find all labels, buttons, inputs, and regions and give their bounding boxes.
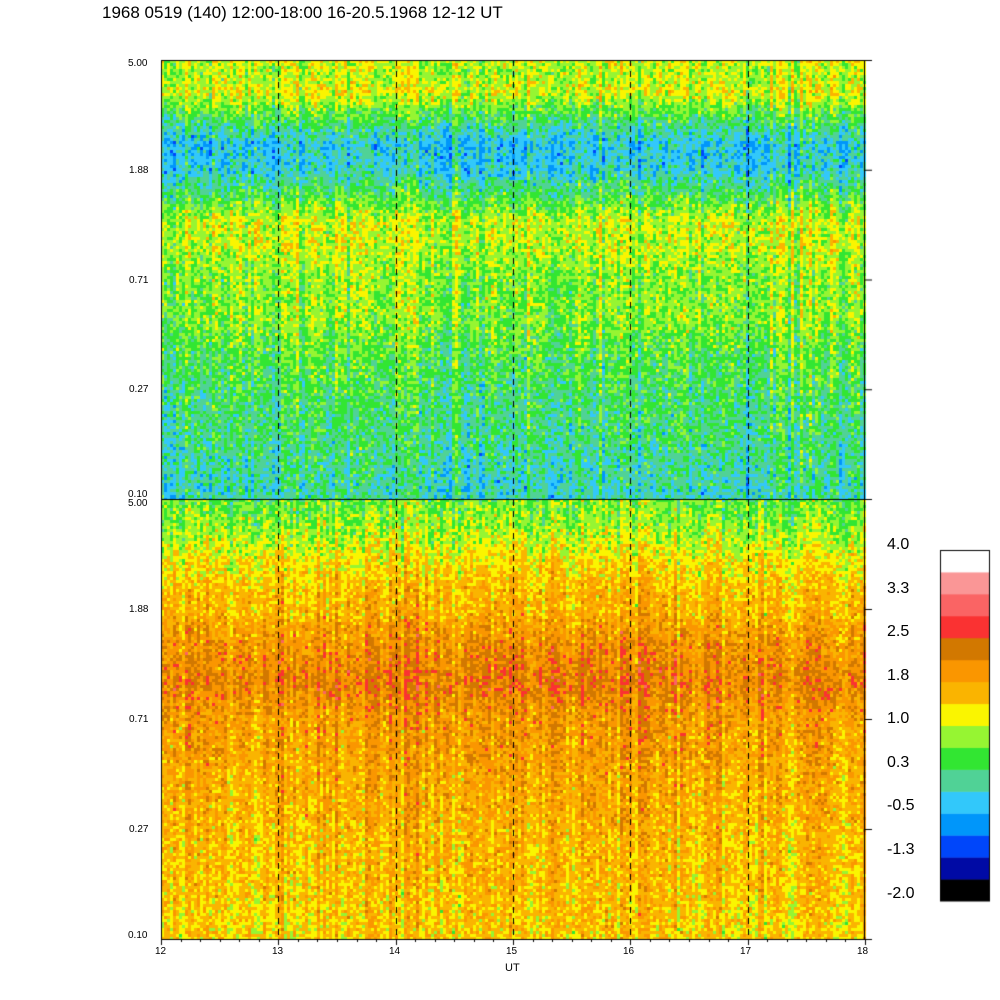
y-tick-label: 1.88 bbox=[129, 165, 149, 176]
colorbar-label: 2.5 bbox=[887, 623, 910, 640]
colorbar-label: 3.3 bbox=[887, 580, 910, 597]
y-tick-label: 1.88 bbox=[129, 604, 149, 615]
y-tick-label: 0.27 bbox=[129, 824, 149, 835]
colorbar-label: 1.0 bbox=[887, 710, 910, 727]
x-tick-label: 17 bbox=[740, 946, 752, 957]
colorbar-label: 0.3 bbox=[887, 754, 910, 771]
x-tick-label: 15 bbox=[506, 946, 518, 957]
y-tick-label: 0.71 bbox=[129, 275, 149, 286]
y-tick-label: 0.10 bbox=[128, 930, 148, 941]
x-tick-label: 12 bbox=[155, 946, 167, 957]
colorbar-label: -1.3 bbox=[887, 841, 915, 858]
x-axis-label: UT bbox=[505, 962, 520, 974]
y-tick-label: 0.71 bbox=[129, 714, 149, 725]
y-tick-label: 0.27 bbox=[129, 384, 149, 395]
y-tick-label: 5.00 bbox=[128, 58, 148, 69]
y-tick-label: 0.10 bbox=[128, 489, 148, 500]
chart-title: 1968 0519 (140) 12:00-18:00 16-20.5.1968… bbox=[102, 3, 503, 22]
x-tick-label: 14 bbox=[389, 946, 401, 957]
x-tick-label: 13 bbox=[272, 946, 284, 957]
x-tick-label: 18 bbox=[857, 946, 869, 957]
colorbar-label: 4.0 bbox=[887, 536, 910, 553]
colorbar-label: -0.5 bbox=[887, 797, 915, 814]
colorbar-label: 1.8 bbox=[887, 667, 910, 684]
y-tick-label: 5.00 bbox=[128, 498, 148, 509]
x-tick-label: 16 bbox=[623, 946, 635, 957]
colorbar-label: -2.0 bbox=[887, 885, 915, 902]
